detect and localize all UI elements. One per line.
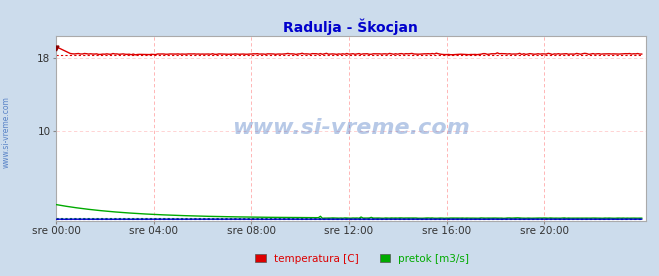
Text: www.si-vreme.com: www.si-vreme.com (2, 97, 11, 168)
Legend: temperatura [C], pretok [m3/s]: temperatura [C], pretok [m3/s] (251, 250, 474, 268)
Title: Radulja - Škocjan: Radulja - Škocjan (283, 18, 418, 35)
Text: www.si-vreme.com: www.si-vreme.com (232, 118, 470, 138)
